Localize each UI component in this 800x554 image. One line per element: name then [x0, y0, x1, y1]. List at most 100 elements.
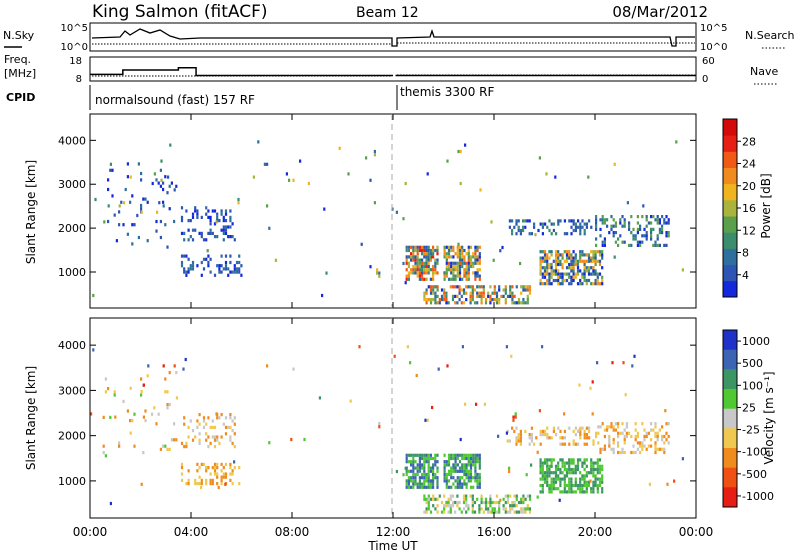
range-time-cell [596, 464, 599, 468]
range-time-cell [513, 494, 516, 498]
range-time-cell [489, 497, 492, 501]
range-time-cell [404, 281, 407, 285]
range-time-cell [224, 475, 228, 479]
range-time-cell [663, 441, 666, 445]
range-time-cell [452, 482, 455, 486]
range-time-cell [469, 466, 473, 470]
range-time-cell [196, 215, 199, 219]
range-time-cell [581, 275, 584, 279]
range-time-cell [574, 272, 577, 276]
range-time-cell [589, 258, 592, 262]
range-time-cell [623, 224, 626, 228]
nave-tick-high: 60 [702, 56, 715, 67]
range-time-cell [568, 275, 571, 279]
range-time-cell [205, 432, 208, 436]
range-time-cell [493, 298, 496, 302]
range-time-cell [563, 412, 566, 416]
range-time-cell [129, 175, 132, 179]
range-time-cell [561, 461, 564, 465]
range-time-cell [107, 178, 110, 182]
range-time-cell [522, 301, 525, 305]
range-time-cell [462, 497, 466, 501]
range-time-cell [474, 469, 477, 473]
range-time-cell [443, 277, 446, 281]
nsky-tick-low: 10^0 [61, 42, 88, 53]
range-time-cell [449, 494, 452, 498]
range-time-cell [205, 478, 208, 482]
range-time-cell [180, 215, 184, 219]
range-time-cell [229, 435, 232, 439]
range-time-cell [619, 234, 622, 238]
range-time-cell [537, 228, 540, 233]
range-time-cell [548, 250, 551, 254]
range-time-cell [378, 274, 381, 278]
range-time-cell [436, 248, 439, 253]
range-time-cell [482, 285, 485, 289]
range-time-cell [546, 259, 549, 263]
range-time-cell [557, 477, 560, 481]
range-time-cell [467, 285, 470, 289]
range-time-cell [480, 298, 483, 302]
range-time-cell [227, 225, 230, 229]
range-time-cell [122, 223, 125, 227]
range-time-cell [570, 253, 573, 257]
range-time-cell [393, 354, 396, 358]
range-time-cell [109, 501, 112, 506]
colorbar-tick-label: 4 [742, 269, 749, 282]
range-time-cell [443, 510, 446, 514]
range-time-cell [429, 482, 432, 486]
range-time-cell [595, 215, 598, 219]
range-time-cell [461, 482, 464, 486]
range-time-cell [458, 252, 462, 256]
range-time-cell [213, 435, 217, 439]
range-time-cell [233, 460, 236, 464]
range-time-cell [554, 278, 558, 283]
range-time-cell [622, 361, 625, 365]
range-time-cell [159, 235, 162, 240]
range-time-cell [572, 471, 575, 475]
range-time-cell [472, 485, 475, 489]
range-time-cell [515, 497, 518, 501]
range-time-cell [587, 272, 591, 276]
range-time-cell [405, 479, 408, 483]
range-time-cell [416, 472, 419, 477]
range-time-cell [585, 253, 588, 257]
range-time-cell [452, 248, 455, 253]
range-time-cell [614, 231, 617, 235]
range-time-cell [469, 469, 473, 473]
range-time-cell [476, 261, 479, 265]
range-time-cell [440, 294, 444, 298]
range-time-cell [414, 472, 417, 477]
range-time-cell [133, 444, 136, 448]
range-time-cell [456, 479, 459, 483]
range-time-cell [592, 272, 595, 276]
range-time-cell [643, 434, 646, 439]
range-time-cell [579, 483, 582, 488]
range-time-cell [456, 264, 459, 269]
range-time-cell [196, 419, 199, 423]
range-time-cell [472, 463, 475, 467]
range-time-cell [376, 271, 379, 275]
range-time-cell [423, 261, 426, 265]
range-time-cell [476, 274, 479, 278]
range-time-cell [572, 250, 575, 254]
range-time-cell [416, 469, 419, 473]
range-time-cell [592, 250, 595, 254]
power-cells [92, 140, 684, 305]
range-time-cell [601, 447, 604, 451]
freq-label-2: [MHz] [4, 67, 36, 80]
range-time-cell [476, 291, 479, 295]
range-time-cell [579, 232, 582, 236]
range-time-cell [528, 285, 532, 289]
range-time-cell [202, 257, 206, 261]
x-tick-label: 00:00 [73, 525, 108, 539]
range-time-cell [358, 345, 361, 349]
range-time-cell [533, 225, 536, 229]
range-time-cell [180, 260, 184, 265]
range-time-cell [418, 268, 421, 272]
range-time-cell [568, 487, 571, 491]
range-time-cell [565, 483, 569, 488]
range-time-cell [224, 212, 228, 216]
range-time-cell [585, 464, 588, 468]
